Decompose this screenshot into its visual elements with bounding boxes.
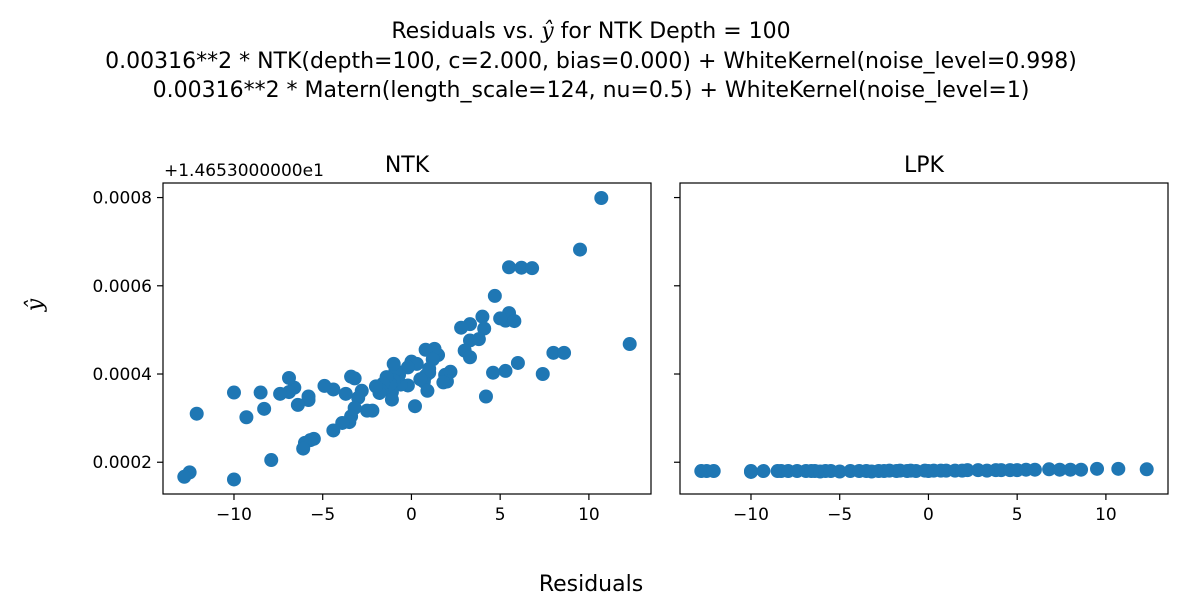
lpk-point-47 — [1063, 462, 1078, 477]
ntk-point-75 — [301, 389, 316, 404]
ntk-point-18 — [462, 350, 477, 365]
ntk-point-38 — [420, 383, 435, 398]
ntk-x-tick-label-0: −10 — [216, 505, 252, 525]
axes-ntk-y-offset: +1.4653000000e1 — [164, 161, 324, 181]
ntk-point-29 — [436, 375, 451, 390]
ntk-point-5 — [525, 261, 540, 276]
ntk-point-77 — [296, 441, 311, 456]
ntk-point-88 — [226, 472, 241, 487]
ntk-point-6 — [487, 288, 502, 303]
ntk-point-9 — [507, 314, 522, 329]
lpk-point-46 — [1052, 462, 1067, 477]
lpk-point-5 — [756, 464, 771, 479]
figure-title-line-1: Residuals vs. ŷ for NTK Depth = 100 — [391, 19, 790, 44]
lpk-x-tick-label-2: 0 — [923, 505, 934, 525]
ntk-x-tick-label-2: 0 — [406, 505, 417, 525]
ntk-point-59 — [360, 403, 375, 418]
ntk-point-11 — [475, 309, 490, 324]
lpk-x-tick-label-0: −10 — [733, 505, 769, 525]
ntk-point-14 — [454, 320, 469, 335]
supxlabel: Residuals — [539, 572, 643, 597]
lpk-point-51 — [1139, 462, 1154, 477]
ntk-point-81 — [281, 370, 296, 385]
ntk-x-tick-label-3: 5 — [495, 505, 506, 525]
ntk-point-32 — [418, 342, 433, 357]
axes-ntk: NTK +1.4653000000e1 −10 −5 0 5 10 0.00020.00… — [93, 153, 652, 525]
lpk-point-16 — [832, 464, 847, 479]
lpk-point-2 — [706, 464, 721, 479]
ntk-point-86 — [239, 410, 254, 425]
ntk-point-20 — [535, 367, 550, 382]
lpk-point-4 — [743, 464, 758, 479]
ntk-y-tick-label-1: 0.0004 — [93, 365, 152, 385]
ntk-points — [177, 190, 637, 487]
axes-lpk: LPK −10 −5 0 5 10 — [674, 153, 1169, 525]
ntk-point-84 — [257, 401, 272, 416]
ntk-x-ticks: −10 −5 0 5 10 — [216, 494, 600, 525]
ntk-x-tick-label-4: 10 — [578, 505, 600, 525]
lpk-x-ticks: −10 −5 0 5 10 — [733, 494, 1117, 525]
ntk-point-67 — [338, 386, 353, 401]
ntk-point-71 — [317, 378, 332, 393]
ntk-x-tick-label-1: −5 — [310, 505, 335, 525]
axes-lpk-title: LPK — [904, 153, 945, 178]
ntk-y-ticks: 0.0002 0.0004 0.0006 0.0008 — [93, 189, 163, 473]
ntk-point-16 — [471, 332, 486, 347]
ntk-point-23 — [498, 363, 513, 378]
ntk-point-85 — [253, 385, 268, 400]
ntk-point-0 — [594, 190, 609, 205]
lpk-x-tick-label-3: 5 — [1012, 505, 1023, 525]
ntk-point-22 — [557, 345, 572, 360]
lpk-point-50 — [1111, 461, 1126, 476]
ntk-y-tick-label-3: 0.0008 — [93, 189, 152, 209]
ntk-point-3 — [502, 260, 517, 275]
ntk-point-82 — [273, 386, 288, 401]
ntk-point-63 — [344, 369, 359, 384]
ntk-point-1 — [573, 242, 588, 257]
axes-ntk-title: NTK — [385, 153, 430, 178]
ntk-point-21 — [546, 345, 561, 360]
ntk-point-2 — [622, 337, 637, 352]
ntk-point-87 — [226, 385, 241, 400]
lpk-x-tick-label-1: −5 — [827, 505, 852, 525]
ntk-point-89 — [189, 406, 204, 421]
figure-title-line-2: 0.00316**2 * NTK(depth=100, c=2.000, bia… — [105, 49, 1077, 74]
ntk-point-44 — [407, 399, 422, 414]
ntk-point-25 — [478, 389, 493, 404]
ntk-point-19 — [510, 355, 525, 370]
axes-ntk-frame — [162, 182, 652, 495]
ntk-point-69 — [326, 423, 341, 438]
axes-lpk-frame — [679, 182, 1169, 495]
ntk-point-39 — [413, 372, 428, 387]
ntk-point-91 — [177, 469, 192, 484]
lpk-y-ticks — [674, 196, 680, 463]
lpk-point-48 — [1074, 462, 1089, 477]
supylabel: ŷ — [23, 298, 48, 312]
lpk-point-44 — [1027, 462, 1042, 477]
ntk-point-24 — [486, 365, 501, 380]
ntk-point-4 — [514, 260, 529, 275]
ntk-point-10 — [493, 311, 508, 326]
lpk-point-36 — [960, 463, 975, 478]
title-line-1-prefix: Residuals vs. — [391, 19, 541, 44]
ntk-point-78 — [290, 397, 305, 412]
ntk-point-83 — [264, 453, 279, 468]
ntk-y-tick-label-0: 0.0002 — [93, 453, 152, 473]
title-line-1-yhat: ŷ — [540, 19, 554, 44]
ntk-point-13 — [477, 321, 492, 336]
lpk-points — [694, 461, 1154, 479]
lpk-point-49 — [1090, 461, 1105, 476]
lpk-point-45 — [1042, 462, 1057, 477]
ntk-y-tick-label-2: 0.0006 — [93, 277, 152, 297]
title-line-1-suffix: for NTK Depth = 100 — [554, 19, 791, 44]
ntk-point-51 — [384, 392, 399, 407]
lpk-x-tick-label-4: 10 — [1095, 505, 1117, 525]
ntk-point-57 — [368, 379, 383, 394]
figure-title-line-3: 0.00316**2 * Matern(length_scale=124, nu… — [153, 78, 1030, 103]
ntk-point-48 — [386, 356, 401, 371]
